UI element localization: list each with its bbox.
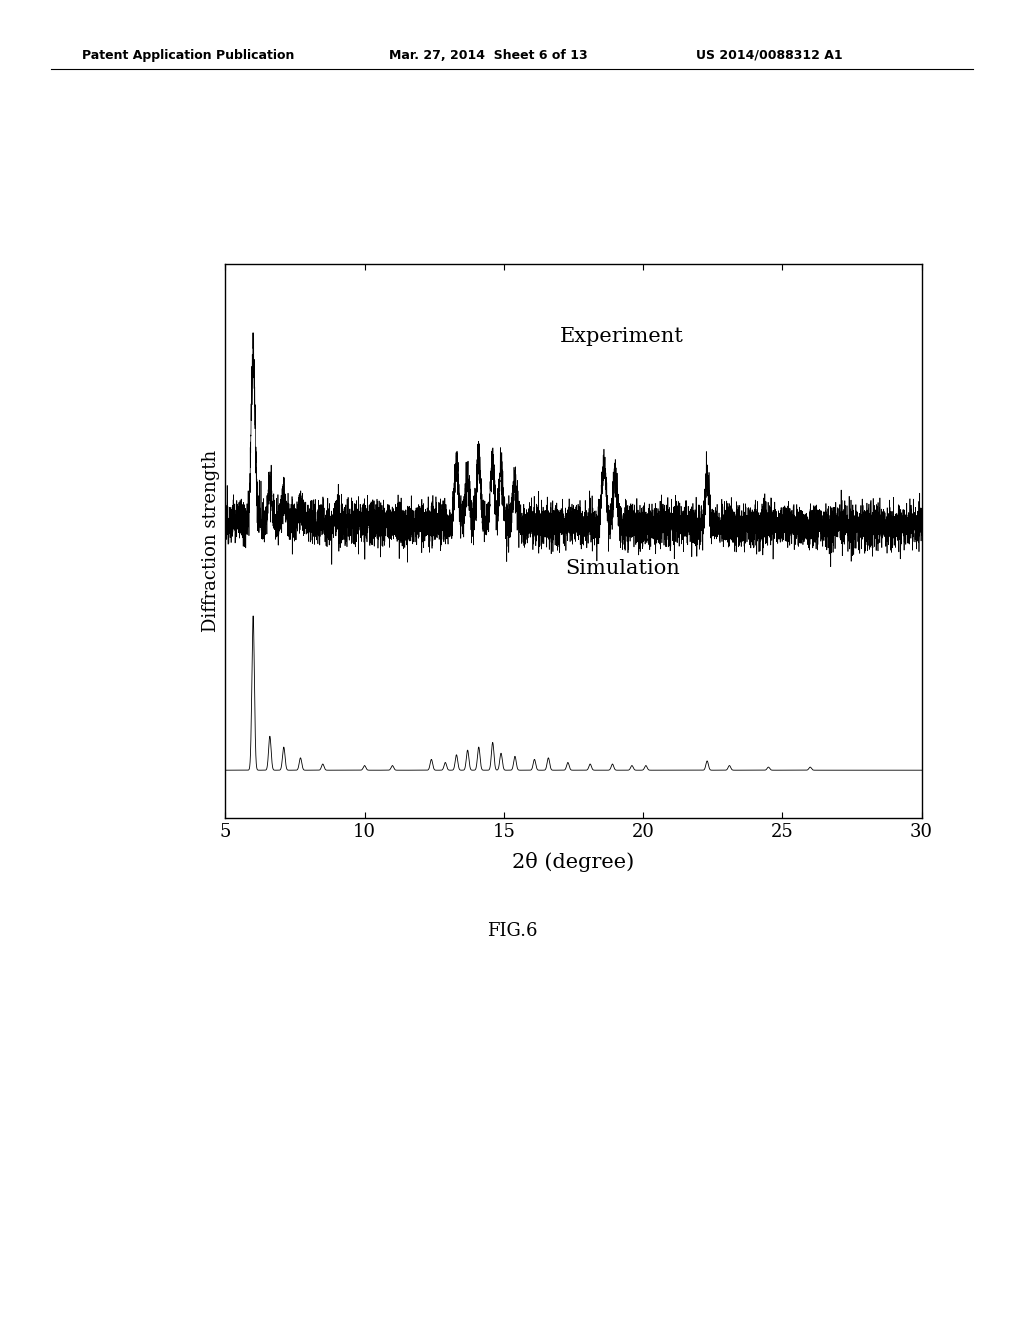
Text: US 2014/0088312 A1: US 2014/0088312 A1 — [696, 49, 843, 62]
Text: Experiment: Experiment — [560, 326, 684, 346]
X-axis label: 2θ (degree): 2θ (degree) — [512, 853, 635, 873]
Text: Simulation: Simulation — [565, 560, 680, 578]
Text: Mar. 27, 2014  Sheet 6 of 13: Mar. 27, 2014 Sheet 6 of 13 — [389, 49, 588, 62]
Y-axis label: Diffraction strength: Diffraction strength — [203, 450, 220, 632]
Text: Patent Application Publication: Patent Application Publication — [82, 49, 294, 62]
Text: FIG.6: FIG.6 — [486, 921, 538, 940]
